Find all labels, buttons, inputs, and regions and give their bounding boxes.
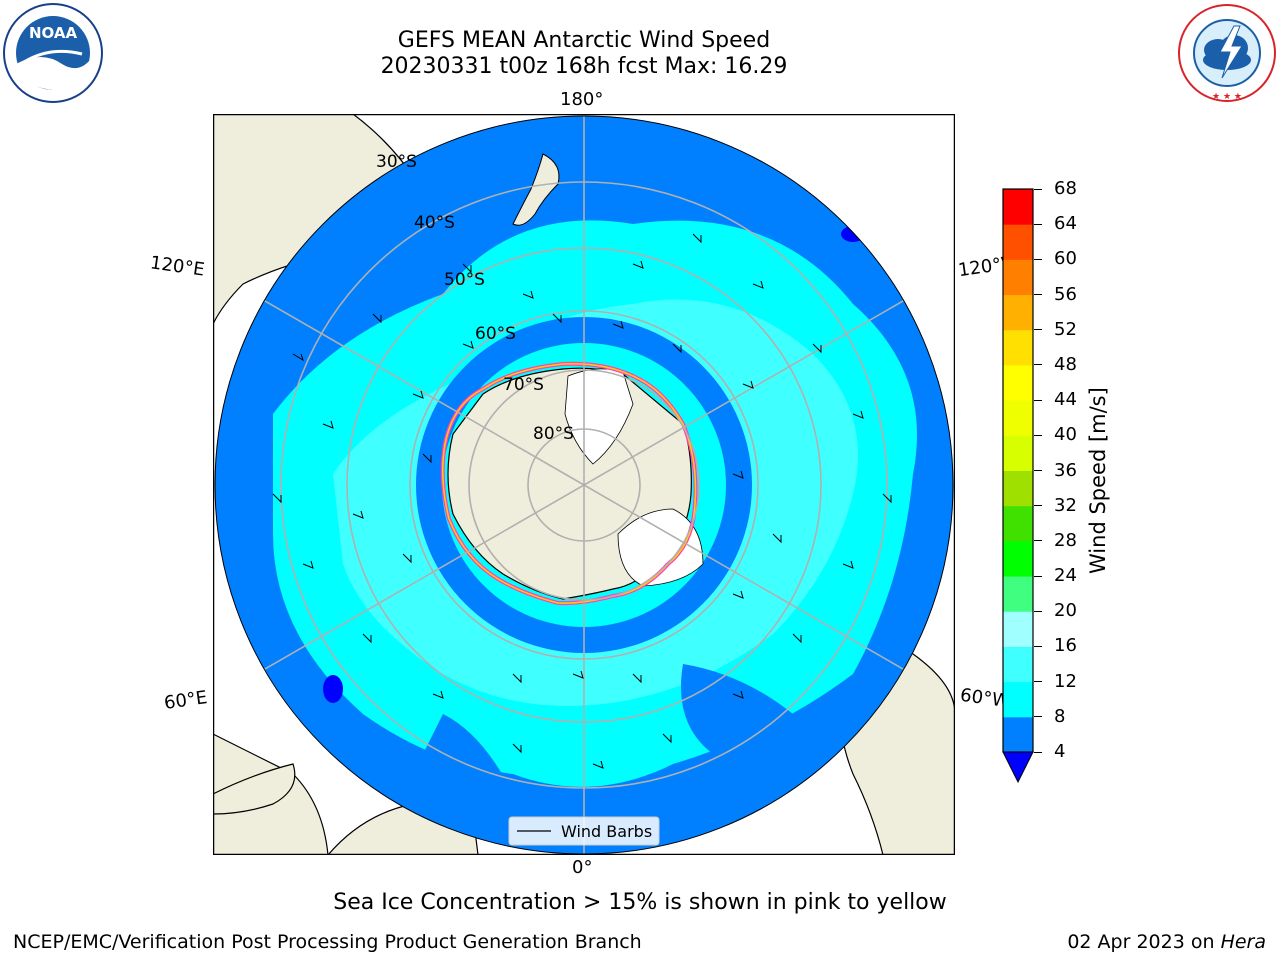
colorbar-tick: 8 [1054, 705, 1066, 727]
colorbar-band [1003, 505, 1033, 542]
colorbar-tick: 56 [1054, 283, 1077, 305]
colorbar-band [1003, 189, 1033, 225]
map-panel: Wind Barbs [212, 113, 956, 856]
colorbar-tick: 52 [1054, 318, 1077, 340]
colorbar-tick: 36 [1054, 459, 1077, 481]
colorbar-band [1003, 576, 1033, 612]
colorbar-band [1003, 681, 1033, 718]
chart-subtitle: 20230331 t00z 168h fcst Max: 16.29 [380, 54, 788, 79]
colorbar-tick: 68 [1054, 178, 1077, 199]
colorbar-band [1003, 646, 1033, 683]
lon-label-60e: 60°E [162, 687, 209, 714]
nws-logo: ★ ★ ★ [1176, 2, 1278, 104]
colorbar-tick-mark [1034, 188, 1042, 190]
colorbar-tick: 64 [1054, 213, 1077, 235]
colorbar-tick-mark [1034, 364, 1042, 366]
colorbar-band [1003, 224, 1033, 260]
colorbar-band [1003, 611, 1033, 647]
graticule [215, 116, 953, 854]
lat-label-50s: 50°S [444, 270, 485, 290]
colorbar-band [1003, 259, 1033, 296]
colorbar-tick-mark [1034, 470, 1042, 471]
colorbar-tick-mark [1034, 751, 1042, 753]
lat-label-80s: 80°S [533, 424, 574, 444]
colorbar-tick-mark [1034, 575, 1042, 577]
colorbar-tick-mark [1034, 610, 1042, 612]
colorbar-tick: 28 [1054, 529, 1077, 551]
noaa-logo-text: NOAA [29, 24, 78, 42]
colorbar-tick: 40 [1054, 424, 1077, 446]
colorbar-tick-mark [1034, 294, 1042, 296]
colorbar-band [1003, 364, 1033, 401]
colorbar-tick: 44 [1054, 389, 1077, 411]
colorbar-tick-mark [1034, 681, 1042, 683]
colorbar-tick: 12 [1054, 670, 1077, 692]
colorbar-band [1003, 435, 1033, 471]
lon-label-0: 0° [572, 857, 593, 878]
sea-ice-note: Sea Ice Concentration > 15% is shown in … [333, 890, 947, 915]
wind-barbs [272, 233, 892, 769]
land-madagascar [212, 763, 296, 815]
colorbar-band [1003, 470, 1033, 507]
colorbar-band [1003, 294, 1033, 331]
colorbar-tick-mark [1034, 399, 1042, 401]
lon-label-180: 180° [560, 89, 604, 110]
colorbar-label: Wind Speed [m/s] [1086, 387, 1110, 574]
colorbar-band [1003, 716, 1033, 753]
colorbar-tick: 60 [1054, 248, 1077, 270]
lat-label-40s: 40°S [414, 213, 455, 233]
noaa-logo: NOAA [2, 2, 104, 104]
polar-map: Wind Barbs [212, 113, 956, 856]
colorbar-band [1003, 400, 1033, 436]
footer-credit: NCEP/EMC/Verification Post Processing Pr… [13, 931, 642, 953]
colorbar-tick: 4 [1054, 741, 1066, 762]
colorbar-tick: 48 [1054, 353, 1077, 375]
colorbar-band [1003, 329, 1033, 366]
footer-date-text: 02 Apr 2023 on [1067, 931, 1221, 953]
lat-label-70s: 70°S [503, 375, 544, 395]
colorbar-tick-mark [1034, 258, 1042, 260]
colorbar-tick: 20 [1054, 600, 1077, 622]
colorbar-tick-mark [1034, 329, 1042, 331]
colorbar-tick-mark [1034, 434, 1042, 436]
svg-text:★ ★ ★: ★ ★ ★ [1212, 92, 1242, 102]
colorbar-tick-mark [1034, 716, 1042, 718]
legend-label: Wind Barbs [561, 822, 652, 841]
colorbar [1002, 188, 1034, 784]
colorbar-tick-mark [1034, 505, 1042, 507]
colorbar-tick: 16 [1054, 635, 1077, 657]
chart-title: GEFS MEAN Antarctic Wind Speed [397, 28, 771, 53]
colorbar-tick: 32 [1054, 494, 1077, 516]
ice-shelf-weddell [617, 508, 704, 587]
colorbar-tick: 24 [1054, 565, 1077, 587]
lon-label-120e: 120°E [148, 252, 206, 281]
colorbar-tick-mark [1034, 223, 1042, 225]
colorbar-band [1003, 540, 1033, 577]
map-legend: Wind Barbs [508, 816, 660, 846]
colorbar-tick-mark [1034, 540, 1042, 542]
lat-label-60s: 60°S [475, 324, 516, 344]
footer-date: 02 Apr 2023 on Hera [1067, 931, 1266, 953]
lat-label-30s: 30°S [376, 152, 417, 172]
colorbar-tick-mark [1034, 645, 1042, 647]
footer-host: Hera [1220, 931, 1266, 953]
